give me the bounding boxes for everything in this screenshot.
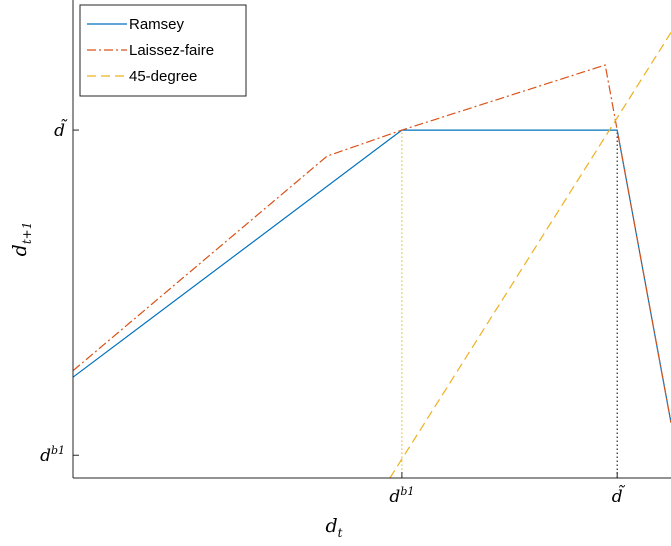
- y-tick-label-base: d̃: [54, 119, 68, 141]
- y-tick-label-superscript: b1: [51, 444, 65, 457]
- legend: Ramsey Laissez-faire 45-degree: [80, 5, 246, 96]
- plot-area: [73, 33, 671, 479]
- y-tick-label-base: d: [40, 446, 51, 466]
- y-tick-label: db1: [40, 444, 65, 466]
- y-axis-label: dt+1: [9, 222, 34, 257]
- series-line-laissez-faire: [73, 65, 671, 423]
- x-tick-label: d̃: [612, 485, 626, 507]
- x-tick-label-base: d: [389, 487, 400, 507]
- y-axis-label-subscript: t+1: [20, 222, 34, 245]
- x-axis-label-subscript: t: [338, 526, 343, 540]
- y-axis-label-base: d: [9, 244, 31, 256]
- y-tick-label: d̃: [54, 119, 68, 141]
- x-tick-label: db1: [389, 485, 414, 507]
- series-line-45-degree: [390, 33, 671, 479]
- legend-label: 45-degree: [129, 68, 197, 85]
- legend-label: Ramsey: [129, 16, 185, 33]
- series-line-ramsey: [73, 130, 671, 423]
- legend-label: Laissez-faire: [129, 42, 214, 59]
- x-tick-label-base: d̃: [612, 485, 626, 507]
- x-axis-label-base: d: [326, 515, 338, 537]
- x-axis-label: dt: [326, 515, 343, 540]
- x-tick-label-superscript: b1: [400, 485, 414, 498]
